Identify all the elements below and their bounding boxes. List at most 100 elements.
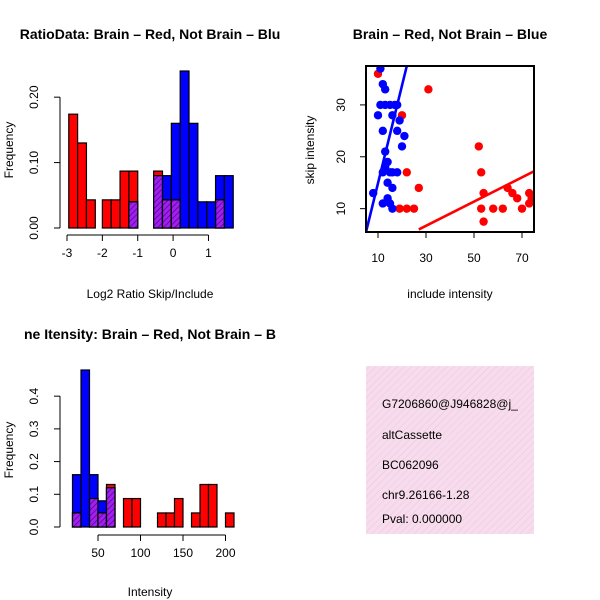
info-line-location: chr9.26166-1.28 <box>382 488 470 502</box>
hist1-bar-blue <box>179 70 190 229</box>
scatter-point-blue <box>400 131 409 141</box>
scatter-fit-line-blue <box>366 66 409 232</box>
scatter-point-red <box>477 168 486 177</box>
info-line-accession: BC062096 <box>382 458 439 472</box>
hist1-bar-overlap <box>161 199 172 229</box>
scatter-xlabel: include intensity <box>407 287 492 301</box>
scatter-point-red <box>409 204 419 213</box>
hist2-y-tick-label: 0.4 <box>27 388 41 405</box>
scatter-title: Brain – Red, Not Brain – Blue <box>353 26 548 42</box>
hist1-bar-red <box>110 199 121 229</box>
hist2-bar-red <box>207 483 218 528</box>
hist1-bar-overlap <box>153 175 164 229</box>
hist1-bar-overlap <box>128 201 139 229</box>
scatter-x-tick-label: 30 <box>419 251 433 265</box>
scatter-x-tick-label: 50 <box>467 251 481 265</box>
scatter-point-blue <box>395 116 404 125</box>
scatter-point-red <box>517 204 527 213</box>
scatter-point-blue <box>378 199 387 208</box>
hist1-bar-overlap <box>214 199 225 229</box>
scatter-frame <box>365 65 535 233</box>
hist2-bar-red <box>173 497 184 528</box>
scatter-ylabel: skip intensity <box>303 116 317 185</box>
hist2-bar-overlap <box>88 497 99 528</box>
scatter-point-red <box>513 194 522 203</box>
scatter-point-red <box>479 217 488 226</box>
info-pval: Pval: 0.000000 <box>382 512 462 526</box>
scatter-point-red <box>424 85 433 94</box>
hist2-bar-red <box>165 512 176 528</box>
hist1-bar-blue <box>197 201 208 229</box>
scatter-fit-line-red <box>418 170 534 231</box>
hist1-bar-blue <box>188 122 199 229</box>
hist1-plot: -3 -2 -1 0 1 0.00 0.10 0.20 <box>27 70 234 260</box>
scatter-point-red <box>402 204 411 213</box>
scatter-point-blue <box>393 126 402 136</box>
scatter-point-red <box>498 204 507 213</box>
hist1-x-tick-label: 0 <box>170 246 177 260</box>
hist2-bar-red <box>131 497 142 528</box>
hist2-plot: 50 100 150 200 0.0 0.1 0.2 0.3 0.4 <box>27 369 236 560</box>
scatter-point-blue <box>373 111 383 120</box>
scatter-point-blue <box>376 66 385 73</box>
hist2-xlabel: Intensity <box>128 585 173 599</box>
scatter-point-red <box>477 204 486 213</box>
hist1-bar-overlap <box>170 199 181 229</box>
scatter-point-blue <box>397 142 407 151</box>
hist1-bar-red <box>119 170 130 229</box>
hist1-x-tick-label: -1 <box>132 246 143 260</box>
info-line-probe-id: G7206860@J946828@j_ <box>382 397 518 411</box>
hist1-x-tick-label: -3 <box>62 246 73 260</box>
scatter-point-red <box>489 204 498 213</box>
hist1-ylabel: Frequency <box>2 122 16 179</box>
scatter-data-area <box>366 66 534 232</box>
scatter-point-blue <box>393 168 402 177</box>
hist1-title: RatioData: Brain – Red, Not Brain – Blu <box>20 26 281 42</box>
scatter-point-red <box>414 183 423 193</box>
hist2-x-tick-label: 50 <box>91 546 105 560</box>
hist2-bar-overlap <box>97 512 108 528</box>
hist2-y-tick-label: 0.3 <box>27 420 41 437</box>
scatter-point-blue <box>381 85 390 94</box>
hist1-x-tick-label: 1 <box>205 246 212 260</box>
scatter-point-red <box>402 168 411 177</box>
hist1-bar-red <box>77 142 88 229</box>
scatter-y-tick-label: 30 <box>334 98 348 112</box>
hist1-bar-red <box>101 199 112 229</box>
hist2-bar-overlap <box>71 512 82 528</box>
info-box-background <box>366 366 534 534</box>
hist2-bar-red <box>190 512 201 528</box>
scatter-x-tick-label: 10 <box>371 251 385 265</box>
hist2-bar-red <box>156 512 167 528</box>
hist2-y-tick-label: 0.2 <box>27 453 41 470</box>
hist2-y-tick-label: 0.1 <box>27 486 41 503</box>
hist1-x-tick-label: -2 <box>97 246 108 260</box>
hist2-bar-red <box>122 497 133 528</box>
hist1-bar-blue <box>206 201 217 229</box>
hist1-y-tick-label: 0.10 <box>27 151 41 175</box>
scatter-plot: 10 30 50 70 10 20 30 <box>334 65 535 265</box>
scatter-point-red <box>525 199 534 208</box>
info-box: G7206860@J946828@j_ altCassette BC062096… <box>366 366 534 534</box>
hist2-x-tick-label: 150 <box>173 546 193 560</box>
scatter-point-blue <box>378 126 387 136</box>
scatter-y-tick-label: 10 <box>334 202 348 216</box>
hist1-y-tick-label: 0.00 <box>27 216 41 240</box>
hist1-xlabel: Log2 Ratio Skip/Include <box>87 287 214 301</box>
hist2-title: ne Itensity: Brain – Red, Not Brain – B <box>24 326 276 342</box>
scatter-y-tick-label: 20 <box>334 150 348 164</box>
hist1-bar-blue <box>223 175 234 229</box>
scatter-point-blue <box>388 183 397 193</box>
hist2-bar-overlap <box>105 487 116 528</box>
hist2-x-tick-label: 200 <box>215 546 235 560</box>
info-line-event-type: altCassette <box>382 428 442 442</box>
hist2-x-tick-label: 100 <box>130 546 150 560</box>
scatter-point-red <box>474 142 483 151</box>
scatter-point-blue <box>385 199 395 208</box>
hist2-bar-blue <box>80 369 91 528</box>
hist2-ylabel: Frequency <box>2 422 16 479</box>
scatter-point-red <box>395 204 404 213</box>
hist2-y-tick-label: 0.0 <box>27 518 41 535</box>
hist1-bar-red <box>68 113 79 229</box>
